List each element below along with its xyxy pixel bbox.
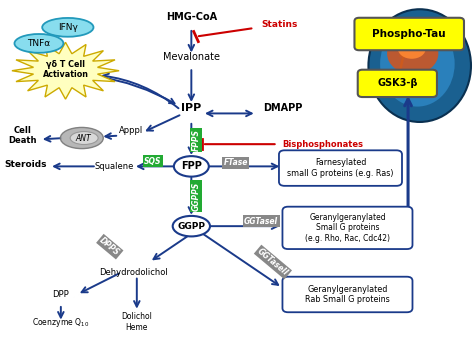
FancyBboxPatch shape [355,18,464,50]
Text: Cell
Death: Cell Death [8,126,36,145]
Text: HMG-CoA: HMG-CoA [166,12,217,22]
Text: DPP: DPP [53,290,69,299]
FancyBboxPatch shape [358,70,437,97]
Text: IPP: IPP [181,103,201,113]
Ellipse shape [380,21,455,107]
Text: DMAPP: DMAPP [263,103,302,113]
Text: ANT: ANT [75,133,91,143]
FancyBboxPatch shape [279,150,402,186]
Text: Mevalonate: Mevalonate [163,51,220,61]
Text: SQS: SQS [144,157,162,166]
Text: TNFα: TNFα [27,39,51,48]
Text: GGTaseII: GGTaseII [256,247,290,277]
Text: Phospho-Tau: Phospho-Tau [372,29,446,39]
Ellipse shape [15,34,64,53]
Ellipse shape [387,33,438,74]
Ellipse shape [174,156,209,177]
Text: Statins: Statins [261,20,298,29]
Text: Apppl: Apppl [118,126,143,134]
FancyBboxPatch shape [283,277,412,312]
Text: Geranylgeranylated
Rab Small G proteins: Geranylgeranylated Rab Small G proteins [305,285,390,304]
Ellipse shape [173,216,210,236]
Text: Geranylgeranylated
Small G proteins
(e.g. Rho, Rac, Cdc42): Geranylgeranylated Small G proteins (e.g… [305,213,390,243]
Polygon shape [12,42,119,99]
Text: GGTaseI: GGTaseI [244,216,278,226]
Text: FTase: FTase [223,158,248,167]
Text: GGPPS: GGPPS [191,181,201,211]
Text: γδ T Cell
Activation: γδ T Cell Activation [43,60,89,79]
Text: Steroids: Steroids [5,160,47,169]
FancyBboxPatch shape [283,207,412,249]
Text: Dolichol
Heme: Dolichol Heme [121,312,152,332]
Ellipse shape [398,38,426,59]
Text: FPP: FPP [181,161,202,172]
Ellipse shape [70,131,98,144]
Text: GSK3-β: GSK3-β [377,78,418,88]
Text: Coenzyme Q$_{10}$: Coenzyme Q$_{10}$ [32,316,90,329]
Text: Squalene: Squalene [95,162,134,171]
Text: IFNγ: IFNγ [58,23,78,32]
Text: GGPP: GGPP [177,222,205,230]
Text: Farnesylated
small G proteins (e.g. Ras): Farnesylated small G proteins (e.g. Ras) [287,158,394,178]
Text: DPPS: DPPS [98,236,121,258]
Text: Bisphosphonates: Bisphosphonates [282,140,363,149]
Text: FPPS: FPPS [191,129,201,151]
Ellipse shape [404,41,417,49]
Ellipse shape [42,18,93,37]
Ellipse shape [60,128,103,149]
Ellipse shape [368,9,471,122]
Text: Dehydrodolichol: Dehydrodolichol [99,268,167,277]
